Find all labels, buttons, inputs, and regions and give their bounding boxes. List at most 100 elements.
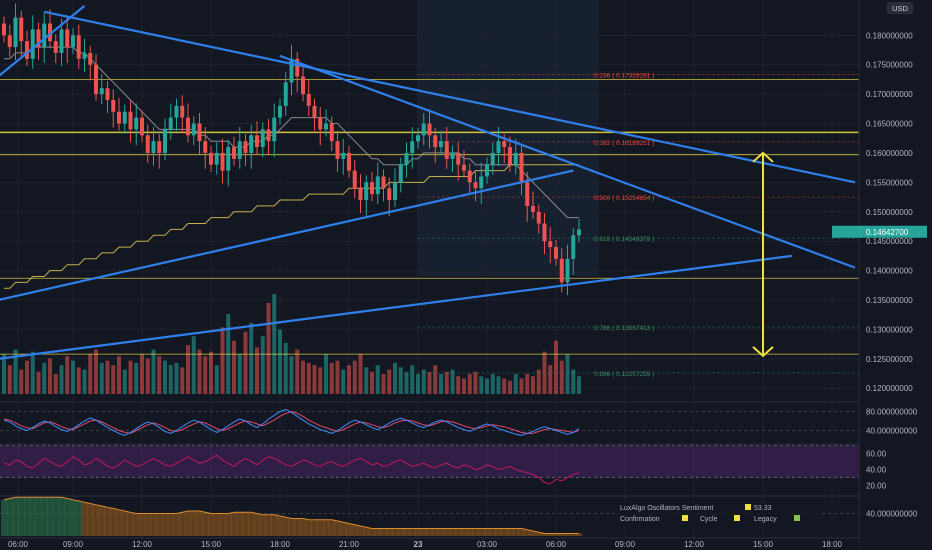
candle-body xyxy=(25,41,29,59)
candle-body xyxy=(140,117,144,136)
volume-bar xyxy=(53,374,58,394)
price-tick-label: 0.150000000 xyxy=(866,208,913,217)
price-tick-label: 0.140000000 xyxy=(866,267,913,276)
confirmation-swatch xyxy=(682,515,688,521)
volume-bar xyxy=(272,294,277,394)
volume-bar xyxy=(94,349,98,394)
candle-body xyxy=(427,123,432,136)
candle-body xyxy=(306,94,311,106)
volume-bar xyxy=(467,374,472,394)
candle-body xyxy=(444,141,449,159)
volume-bar xyxy=(163,360,167,394)
volume-bar xyxy=(341,369,346,394)
candle-body xyxy=(301,76,305,95)
candle-body xyxy=(467,170,472,183)
price-tick-label: 0.155000000 xyxy=(866,178,913,187)
volume-bar xyxy=(65,356,70,394)
volume-bar xyxy=(30,351,35,394)
osc3-area-bar xyxy=(369,528,376,536)
osc3-area-bar xyxy=(443,528,450,536)
volume-bar xyxy=(485,378,489,394)
price-tick-label: 0.145000000 xyxy=(866,237,913,246)
trendlines[interactable] xyxy=(0,5,856,360)
volume-bar xyxy=(145,358,150,394)
osc1-tick-label: 80.000000000 xyxy=(866,408,918,417)
candle-body xyxy=(295,58,300,77)
time-axis[interactable]: 06:00 09:00 12:00 15:00 18:00 21:00 23 03:00 06:… xyxy=(8,540,843,549)
volume-bar xyxy=(456,376,461,394)
fib-level-label: 0.618 ( 0.14548378 ) xyxy=(594,236,654,243)
time-tick-label: 12:00 xyxy=(132,540,153,549)
target-arrow[interactable] xyxy=(752,151,774,358)
currency-label: USD xyxy=(892,4,908,13)
volume-bar xyxy=(237,354,242,394)
candle-body xyxy=(439,141,443,148)
candle-body xyxy=(554,247,558,259)
osc3-area-bar xyxy=(524,529,531,536)
osc2-tick-label: 60.00 xyxy=(866,450,887,459)
osc3-area-bar xyxy=(24,497,31,536)
candle-body xyxy=(370,182,374,195)
osc3-area-bar xyxy=(415,528,422,536)
candle-body xyxy=(450,152,455,159)
candle-body xyxy=(542,223,547,242)
osc3-area-bar xyxy=(87,503,94,536)
volume-bar xyxy=(496,376,501,394)
candle-body xyxy=(232,147,236,159)
osc3-area-bar xyxy=(426,528,433,536)
volume-bar xyxy=(329,362,334,394)
candle-body xyxy=(410,141,415,153)
osc3-area-bar xyxy=(93,504,100,536)
osc3-area-bar xyxy=(512,528,519,536)
candlesticks xyxy=(2,3,581,296)
candle-body xyxy=(237,141,242,159)
time-tick-label: 15:00 xyxy=(753,540,774,549)
osc3-area-bar xyxy=(202,512,209,536)
osc3-area-bar xyxy=(466,528,473,536)
candle-body xyxy=(525,182,530,206)
volume-bar xyxy=(203,356,208,394)
time-tick-label: 15:00 xyxy=(201,540,222,549)
osc1-red-line xyxy=(3,410,580,434)
legend-cycle: Cycle xyxy=(700,516,718,523)
oscillator-sentiment-legend: LuxAlgo Oscillators Sentiment 53.33 Conf… xyxy=(617,501,822,527)
volume-bar xyxy=(427,371,432,394)
candle-body xyxy=(220,152,225,171)
candle-body xyxy=(7,35,12,48)
candle-body xyxy=(559,258,564,283)
price-axis[interactable]: 0.180000000 0.175000000 0.170000000 0.16500… xyxy=(832,31,927,519)
candle-body xyxy=(128,111,133,130)
moving-average-yellow xyxy=(4,164,579,289)
candle-body xyxy=(174,105,179,118)
candle-body xyxy=(157,141,162,153)
volume-bar xyxy=(444,371,449,394)
price-axis-background xyxy=(859,0,932,550)
volume-bar xyxy=(559,360,564,394)
volume-bar xyxy=(421,369,426,394)
osc3-area-bar xyxy=(380,528,387,536)
price-tick-label: 0.160000000 xyxy=(866,149,913,158)
osc3-area-bar xyxy=(300,518,307,536)
candle-body xyxy=(243,141,248,153)
price-tick-label: 0.120000000 xyxy=(866,384,913,393)
osc3-area-bar xyxy=(81,502,88,536)
osc3-area-bar xyxy=(35,497,42,536)
osc3-area-bar xyxy=(167,513,174,536)
candle-body xyxy=(191,123,196,136)
candle-body xyxy=(577,229,581,236)
osc3-area-bar xyxy=(489,528,496,536)
fib-levels[interactable]: 0.236 ( 0.17328281 ) 0.382 ( 0.16189251 )… xyxy=(417,73,859,378)
osc3-area-bar xyxy=(208,513,215,536)
osc3-area-bar xyxy=(6,498,13,536)
current-price-label: 0.14642700 xyxy=(866,228,909,237)
price-tick-label: 0.125000000 xyxy=(866,355,913,364)
candle-body xyxy=(30,29,35,59)
candle-body xyxy=(387,188,392,200)
candle-body xyxy=(364,182,369,200)
legend-confirmation: Confirmation xyxy=(620,516,660,523)
candle-body xyxy=(519,152,524,183)
legend-title: LuxAlgo Oscillators Sentiment xyxy=(620,505,713,512)
osc3-area-bar xyxy=(265,514,272,536)
volume-bar xyxy=(548,365,553,394)
